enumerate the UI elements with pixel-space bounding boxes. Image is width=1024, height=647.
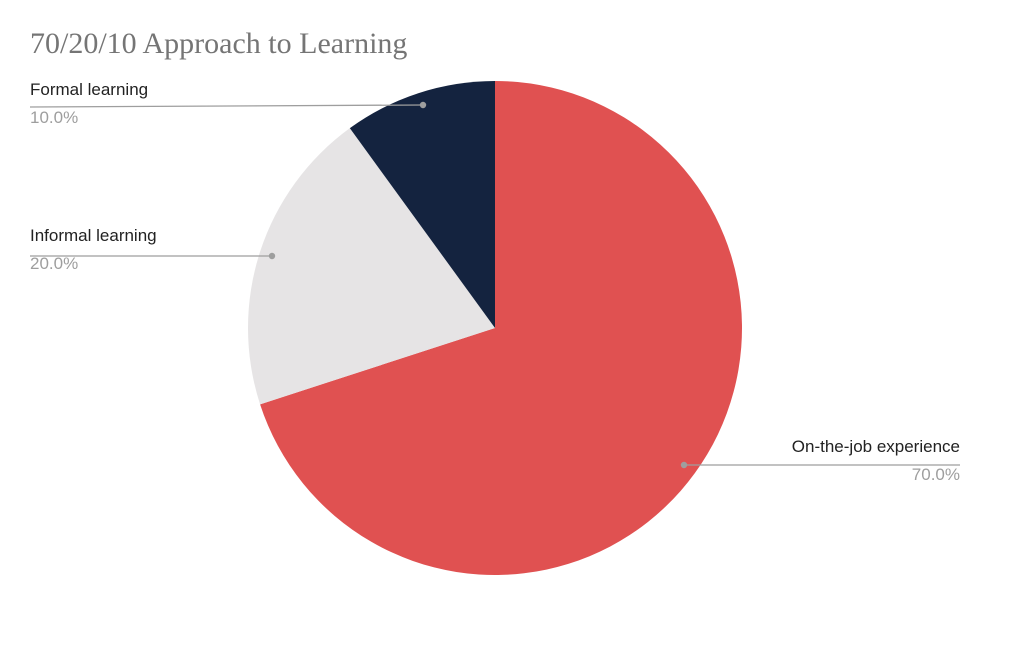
slice-value-label: 10.0% — [30, 108, 78, 127]
leader-dot — [419, 101, 427, 109]
pie-slice — [260, 81, 743, 575]
slice-value-label: 20.0% — [30, 254, 78, 273]
slice-label: Informal learning — [30, 226, 157, 245]
chart-title: 70/20/10 Approach to Learning — [30, 27, 407, 60]
leader-line — [29, 104, 424, 108]
slice-value-label: 70.0% — [912, 465, 960, 484]
slice-label: Formal learning — [30, 80, 148, 99]
slice-label: On-the-job experience — [792, 437, 960, 456]
pie-slice — [349, 81, 495, 328]
pie-slice — [248, 128, 495, 405]
leader-dot — [268, 252, 276, 260]
leader-dot — [680, 461, 688, 469]
